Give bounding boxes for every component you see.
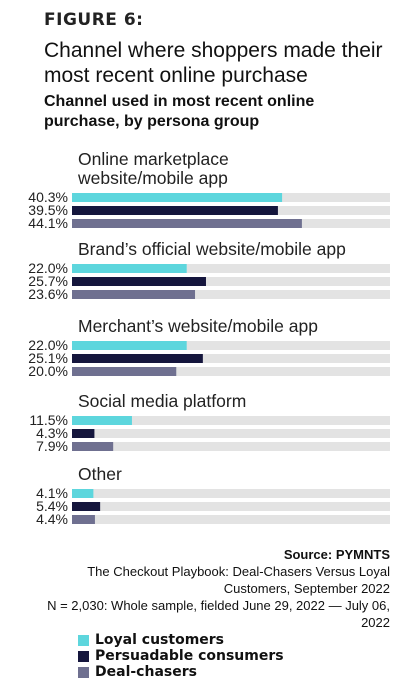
data-label: 39.5% (28, 202, 68, 218)
bar-track (72, 290, 390, 299)
bar (72, 219, 302, 228)
bar-track (72, 442, 390, 451)
legend-item-deal: Deal-chasers (78, 664, 284, 680)
legend: Loyal customers Persuadable consumers De… (78, 632, 284, 680)
data-label: 11.5% (29, 412, 68, 428)
chart-title: Channel where shoppers made their most r… (44, 39, 383, 87)
data-label: 40.3% (28, 189, 68, 205)
bar-track (72, 489, 390, 498)
data-label: 4.3% (36, 425, 68, 441)
legend-swatch-persuadable (78, 650, 89, 662)
legend-label-deal: Deal-chasers (95, 664, 197, 680)
bar (72, 264, 187, 273)
bar-track (72, 354, 390, 363)
data-label: 4.1% (36, 485, 68, 501)
data-label: 25.7% (28, 273, 68, 289)
bar-track (72, 367, 390, 376)
legend-label-loyal: Loyal customers (95, 632, 225, 648)
data-label: 20.0% (28, 363, 68, 379)
bar (72, 515, 95, 524)
source-block: Source: PYMNTS The Checkout Playbook: De… (30, 546, 390, 631)
bar-track (72, 341, 390, 350)
legend-swatch-loyal (78, 634, 89, 646)
data-label: 4.4% (36, 511, 68, 527)
source-heading: Source: PYMNTS (283, 547, 390, 562)
bar (72, 429, 95, 438)
bar (72, 502, 101, 511)
bar (72, 354, 203, 363)
category-label: Brand’s official website/mobile app (78, 239, 346, 259)
bar (72, 341, 187, 350)
category-label: Other (78, 464, 122, 484)
legend-label-persuadable: Persuadable consumers (95, 648, 284, 664)
category-label: Merchant’s website/mobile app (78, 316, 318, 336)
bar (72, 416, 132, 425)
chart-subtitle: Channel used in most recent online purch… (44, 93, 315, 130)
bar (72, 290, 196, 299)
data-label: 22.0% (28, 337, 68, 353)
bar (72, 206, 278, 215)
data-label: 22.0% (28, 260, 68, 276)
bar (72, 277, 206, 286)
bar (72, 367, 177, 376)
bar-track (72, 429, 390, 438)
bar-track (72, 502, 390, 511)
data-label: 44.1% (28, 215, 68, 231)
category-label: Social media platform (78, 391, 246, 411)
data-label: 5.4% (36, 498, 68, 514)
bar (72, 489, 94, 498)
bar-track (72, 264, 390, 273)
bar-chart: Online marketplace website/mobile app 40.3… (28, 149, 390, 527)
bar-track (72, 277, 390, 286)
source-publication: The Checkout Playbook: Deal-Chasers Vers… (87, 564, 390, 596)
data-label: 7.9% (36, 438, 68, 454)
data-label: 23.6% (28, 286, 68, 302)
bar-track (72, 416, 390, 425)
bar (72, 442, 114, 451)
category-label: Online marketplace website/mobile app (77, 149, 229, 188)
legend-item-persuadable: Persuadable consumers (78, 648, 284, 664)
legend-item-loyal: Loyal customers (78, 632, 284, 648)
figure-label: FIGURE 6: (44, 10, 144, 30)
source-sample-note: N = 2,030: Whole sample, fielded June 29… (47, 598, 390, 630)
bar-track (72, 515, 390, 524)
legend-swatch-deal (78, 666, 89, 678)
bar (72, 193, 283, 202)
data-label: 25.1% (28, 350, 68, 366)
